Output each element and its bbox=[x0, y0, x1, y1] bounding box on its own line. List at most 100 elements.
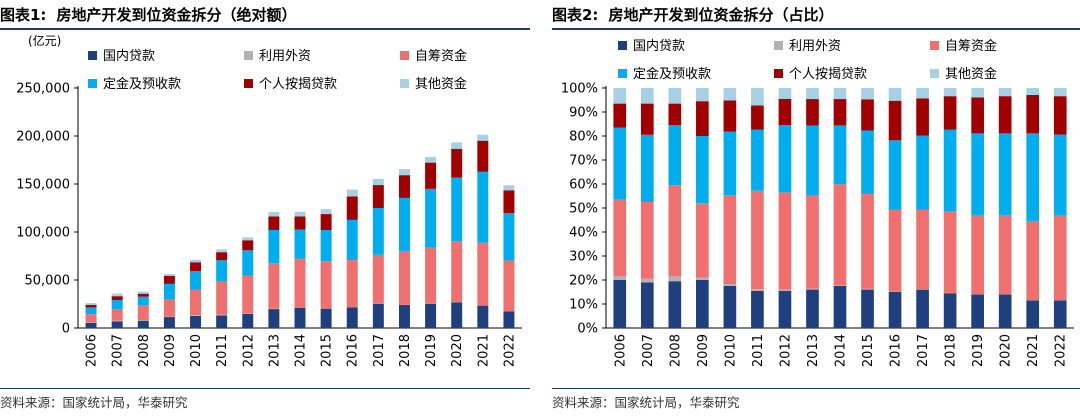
bar-segment-2008-s5 bbox=[137, 293, 149, 297]
bar-segment-2020-s1 bbox=[451, 302, 463, 328]
legend-label-6: 其他资金 bbox=[415, 76, 467, 92]
chart-title-left: 图表1: 房地产开发到位资金拆分（绝对额） bbox=[0, 4, 296, 25]
bar-segment-2022-s4 bbox=[1053, 134, 1067, 215]
bar-segment-2008-s1 bbox=[668, 281, 682, 328]
bar-segment-2018-s3 bbox=[398, 251, 410, 305]
bar-segment-2007-s4 bbox=[111, 300, 123, 310]
bar-segment-2007-s2 bbox=[111, 320, 123, 322]
legend-swatch-5 bbox=[244, 79, 253, 88]
bar-segment-2020-s3 bbox=[451, 241, 463, 303]
bar-segment-2021-s1 bbox=[1026, 300, 1040, 328]
bar-segment-2006-s4 bbox=[613, 127, 627, 200]
legend-swatch-1 bbox=[618, 41, 627, 50]
bar-segment-2020-s6 bbox=[998, 88, 1012, 97]
bar-segment-2007-s3 bbox=[111, 309, 123, 321]
bar-segment-2019-s4 bbox=[425, 188, 437, 248]
bar-segment-2012-s6 bbox=[242, 237, 254, 241]
bar-segment-2009-s1 bbox=[163, 317, 175, 328]
bar-segment-2021-s4 bbox=[1026, 133, 1040, 221]
bar-segment-2008-s6 bbox=[668, 88, 682, 104]
bar-segment-2014-s3 bbox=[294, 258, 306, 308]
bar-segment-2014-s4 bbox=[833, 125, 847, 185]
y-unit-label: (亿元) bbox=[28, 33, 61, 48]
bar-segment-2011-s1 bbox=[751, 290, 764, 328]
y-tick-label: 100% bbox=[561, 82, 598, 97]
bar-segment-2010-s2 bbox=[190, 315, 202, 316]
bar-segment-2020-s3 bbox=[998, 214, 1012, 295]
bar-segment-2021-s5 bbox=[477, 140, 489, 172]
bar-segment-2022-s4 bbox=[503, 213, 515, 261]
bar-segment-2006-s2 bbox=[613, 276, 627, 280]
y-tick-label: 150,000 bbox=[16, 178, 70, 193]
bar-segment-2015-s5 bbox=[861, 99, 874, 131]
bar-segment-2014-s3 bbox=[833, 184, 847, 286]
bar-segment-2015-s5 bbox=[320, 214, 332, 231]
bar-segment-2013-s4 bbox=[268, 229, 280, 264]
bar-segment-2007-s4 bbox=[640, 134, 654, 202]
bar-segment-2012-s3 bbox=[242, 275, 254, 314]
bar-segment-2012-s2 bbox=[778, 289, 792, 291]
legend-label-4: 定金及预收款 bbox=[103, 76, 181, 92]
bar-segment-2014-s2 bbox=[294, 307, 306, 308]
bar-segment-2007-s2 bbox=[640, 278, 654, 283]
legend-label-1: 国内贷款 bbox=[103, 48, 155, 64]
bar-segment-2013-s2 bbox=[268, 308, 280, 310]
bar-segment-2007-s3 bbox=[640, 202, 654, 279]
bar-segment-2022-s3 bbox=[1053, 214, 1067, 301]
bar-segment-2008-s3 bbox=[668, 185, 682, 277]
bar-segment-2012-s3 bbox=[778, 192, 792, 290]
x-tick-label-2015: 2015 bbox=[320, 334, 335, 367]
bar-segment-2010-s4 bbox=[190, 271, 202, 290]
bar-segment-2022-s5 bbox=[1053, 96, 1067, 135]
y-tick-label: 90% bbox=[569, 106, 598, 121]
bar-segment-2013-s2 bbox=[806, 288, 819, 290]
legend-label-1: 国内贷款 bbox=[633, 38, 685, 54]
bar-segment-2012-s5 bbox=[242, 240, 254, 251]
legend-swatch-2 bbox=[244, 51, 253, 60]
bar-segment-2012-s4 bbox=[778, 125, 792, 193]
bar-segment-2018-s3 bbox=[943, 211, 957, 293]
bar-segment-2018-s5 bbox=[943, 96, 957, 130]
bar-segment-2018-s6 bbox=[398, 169, 410, 176]
bar-segment-2011-s3 bbox=[751, 190, 764, 290]
bar-segment-2011-s6 bbox=[216, 249, 228, 253]
x-tick-label-2018: 2018 bbox=[944, 334, 959, 367]
y-tick-label: 50% bbox=[569, 202, 598, 217]
bar-segment-2019-s6 bbox=[425, 157, 437, 163]
bar-segment-2011-s6 bbox=[751, 88, 764, 106]
bar-segment-2006-s1 bbox=[85, 322, 97, 328]
bar-segment-2019-s5 bbox=[971, 97, 984, 134]
bar-segment-2010-s1 bbox=[190, 315, 202, 328]
bar-segment-2016-s6 bbox=[346, 189, 358, 197]
bar-segment-2021-s1 bbox=[477, 305, 489, 328]
bar-segment-2013-s6 bbox=[806, 88, 819, 100]
x-tick-label-2010: 2010 bbox=[189, 334, 204, 367]
bar-segment-2013-s3 bbox=[806, 195, 819, 289]
y-tick-label: 100,000 bbox=[16, 226, 70, 241]
bar-segment-2006-s1 bbox=[613, 280, 627, 328]
x-tick-label-2018: 2018 bbox=[398, 334, 413, 367]
bar-segment-2013-s3 bbox=[268, 263, 280, 309]
x-tick-label-2016: 2016 bbox=[346, 334, 361, 367]
bar-segment-2014-s6 bbox=[833, 88, 847, 100]
x-tick-label-2021: 2021 bbox=[1026, 334, 1041, 367]
bar-segment-2017-s6 bbox=[372, 178, 384, 186]
bar-segment-2011-s3 bbox=[216, 280, 228, 315]
bar-segment-2007-s1 bbox=[640, 282, 654, 328]
bar-segment-2016-s4 bbox=[346, 219, 358, 261]
y-tick-label: 70% bbox=[569, 154, 598, 169]
bar-segment-2019-s5 bbox=[425, 162, 437, 189]
y-tick-label: 80% bbox=[569, 130, 598, 145]
legend-swatch-1 bbox=[88, 51, 97, 60]
x-tick-label-2014: 2014 bbox=[294, 334, 309, 367]
y-tick-label: 250,000 bbox=[16, 82, 70, 97]
legend-swatch-4 bbox=[618, 69, 627, 78]
x-tick-label-2009: 2009 bbox=[696, 334, 711, 367]
bar-segment-2019-s6 bbox=[971, 88, 984, 98]
x-tick-label-2006: 2006 bbox=[613, 334, 628, 367]
legend-swatch-6 bbox=[400, 79, 409, 88]
bar-segment-2009-s4 bbox=[696, 136, 709, 204]
bar-segment-2022-s1 bbox=[1053, 300, 1067, 328]
bar-segment-2014-s1 bbox=[294, 307, 306, 328]
